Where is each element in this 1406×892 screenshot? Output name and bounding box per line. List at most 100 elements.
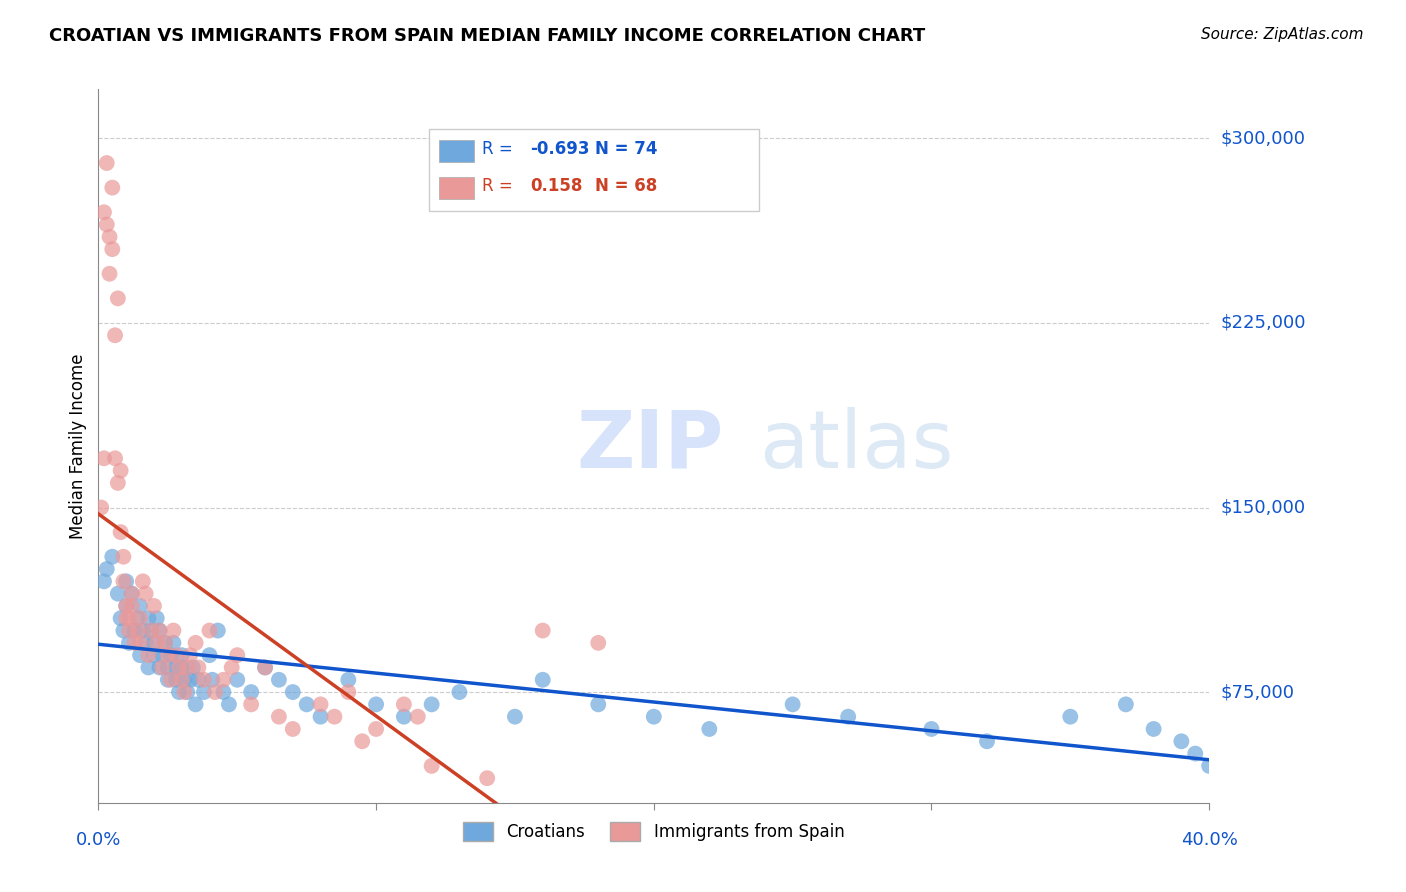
Point (204, 685, 226, 699)
Text: $75,000: $75,000 (1220, 683, 1295, 701)
Point (218, 698, 240, 712)
Text: CROATIAN VS IMMIGRANTS FROM SPAIN MEDIAN FAMILY INCOME CORRELATION CHART: CROATIAN VS IMMIGRANTS FROM SPAIN MEDIAN… (49, 27, 925, 45)
Point (226, 648, 249, 662)
Point (143, 599, 166, 613)
Point (212, 673, 235, 687)
Point (165, 648, 187, 662)
Point (104, 451, 127, 466)
Point (420, 759, 443, 773)
Point (96, 156, 118, 170)
Point (135, 636, 157, 650)
Point (187, 673, 209, 687)
Point (112, 624, 135, 638)
Point (132, 624, 155, 638)
Text: ZIP: ZIP (576, 407, 723, 485)
Point (124, 624, 146, 638)
Text: Source: ZipAtlas.com: Source: ZipAtlas.com (1201, 27, 1364, 42)
Point (366, 722, 388, 736)
Text: 40.0%: 40.0% (1181, 831, 1237, 849)
Point (115, 599, 138, 613)
Point (148, 624, 170, 638)
Point (503, 709, 526, 723)
Point (531, 624, 554, 638)
Point (309, 698, 332, 712)
Point (115, 574, 138, 589)
Point (143, 648, 166, 662)
Point (475, 771, 499, 785)
Point (162, 624, 184, 638)
Point (127, 624, 149, 638)
Point (1170, 734, 1192, 748)
Point (93, 451, 115, 466)
Point (93, 205, 115, 219)
Point (96, 562, 118, 576)
Text: 0.158: 0.158 (530, 177, 582, 194)
Point (1143, 722, 1166, 736)
Point (281, 722, 304, 736)
Point (159, 673, 181, 687)
Point (121, 587, 143, 601)
Point (193, 685, 215, 699)
Point (449, 685, 471, 699)
Point (920, 722, 942, 736)
Point (1184, 747, 1206, 761)
Point (176, 685, 198, 699)
Y-axis label: Median Family Income: Median Family Income (69, 353, 87, 539)
Point (193, 673, 215, 687)
Point (118, 611, 141, 625)
Text: N = 74: N = 74 (595, 140, 657, 158)
Point (145, 611, 167, 625)
Point (167, 660, 190, 674)
Point (323, 709, 346, 723)
Point (90, 500, 112, 515)
Point (153, 636, 176, 650)
Point (173, 685, 195, 699)
Point (110, 464, 132, 478)
Point (107, 475, 129, 490)
Point (212, 685, 235, 699)
Point (107, 587, 129, 601)
Point (295, 698, 318, 712)
Point (699, 722, 721, 736)
Text: $300,000: $300,000 (1220, 129, 1305, 147)
Text: R =: R = (482, 177, 519, 194)
Point (179, 648, 201, 662)
Point (226, 673, 249, 687)
Point (93, 574, 115, 589)
Point (782, 698, 804, 712)
Point (240, 698, 263, 712)
Point (173, 673, 195, 687)
Point (392, 698, 415, 712)
Point (198, 624, 221, 638)
Point (588, 698, 610, 712)
Point (101, 242, 124, 256)
Point (165, 660, 187, 674)
Point (309, 709, 332, 723)
Point (201, 673, 224, 687)
Point (170, 673, 193, 687)
Point (1059, 709, 1081, 723)
Point (138, 611, 160, 625)
Point (98, 267, 121, 281)
Point (837, 709, 859, 723)
Point (352, 734, 374, 748)
Point (118, 624, 141, 638)
Point (129, 648, 152, 662)
Point (167, 685, 190, 699)
Point (121, 599, 143, 613)
Point (150, 648, 173, 662)
Point (156, 648, 179, 662)
Point (153, 636, 176, 650)
Point (198, 648, 221, 662)
Point (162, 636, 184, 650)
Point (115, 611, 138, 625)
Legend: Croatians, Immigrants from Spain: Croatians, Immigrants from Spain (457, 815, 851, 848)
Point (107, 291, 129, 305)
Point (110, 525, 132, 540)
Point (179, 673, 201, 687)
Point (98, 230, 121, 244)
Point (165, 673, 187, 687)
Text: $150,000: $150,000 (1220, 499, 1305, 516)
Point (181, 660, 204, 674)
Point (221, 660, 243, 674)
